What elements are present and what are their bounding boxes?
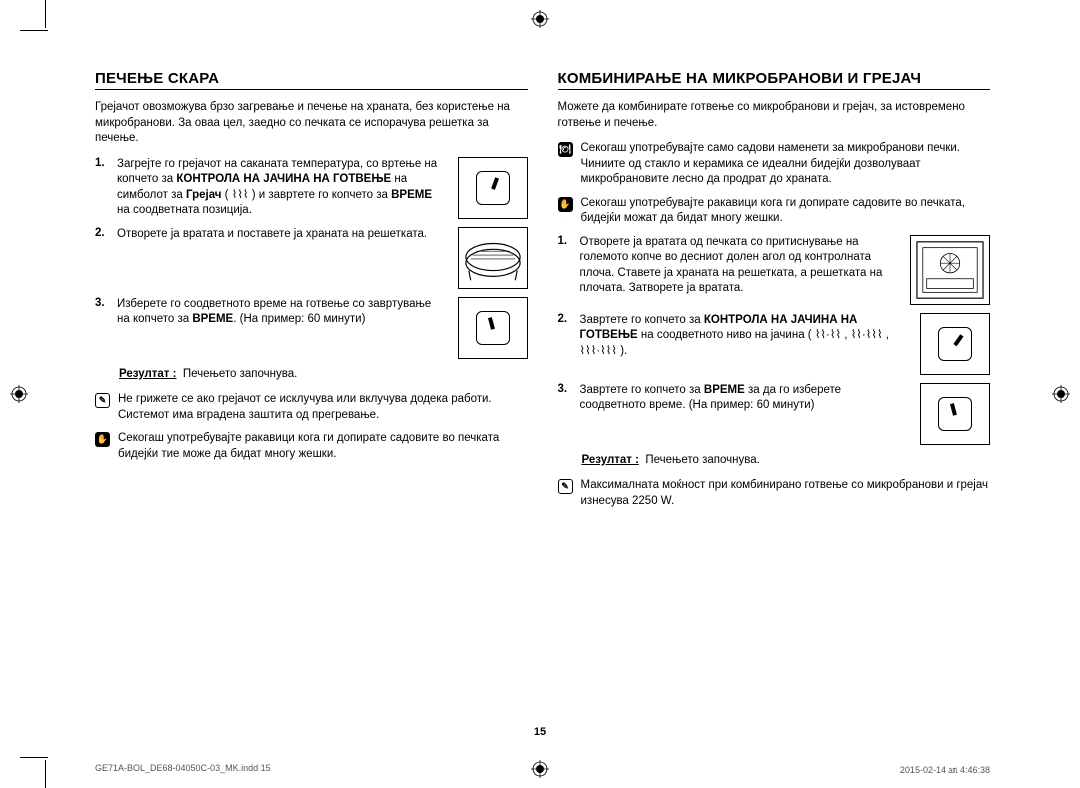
intro-text: Грејачот овозможува брзо загревање и печ… (95, 100, 528, 147)
footer-timestamp: 2015-02-14 ㏂ 4:46:38 (900, 763, 990, 776)
time-dial-illustration (458, 297, 528, 359)
warning-icon: 🍽 (558, 142, 573, 157)
result-line: Резултат : Печењето започнува. (119, 367, 528, 383)
power-dial-illustration (458, 157, 528, 219)
info-icon: ✎ (558, 479, 573, 494)
footer: GE71A-BOL_DE68-04050C-03_MK.indd 15 2015… (95, 763, 990, 776)
step-3-right-text: Завртете го копчето за ВРЕМЕ за да го из… (580, 383, 917, 414)
note-gloves: ✋ Секогаш употребувајте ракавици кога ги… (95, 431, 528, 462)
time-dial-illustration-right (920, 383, 990, 445)
warning-icon: ✋ (95, 432, 110, 447)
intro-text-right: Можете да комбинирате готвење со микробр… (558, 100, 991, 131)
step-1-text: Загрејте го грејачот на саканата темпера… (117, 157, 454, 219)
step-3-text: Изберете го соодветното време на готвење… (117, 297, 454, 328)
step-2: 2. Отворете ја вратата и поставете ја хр… (117, 227, 528, 289)
note-maxpower: ✎ Максималната моќност при комбинирано г… (558, 478, 991, 509)
step-1-right: 1. Отворете ја вратата од печката со при… (580, 235, 991, 305)
oven-illustration (910, 235, 990, 305)
note-overheat: ✎ Не грижете се ако грејачот се исклучув… (95, 392, 528, 423)
step-2-right: 2. Завртете го копчето за КОНТРОЛА НА ЈА… (580, 313, 991, 375)
rack-illustration (458, 227, 528, 289)
note-gloves-right: ✋ Секогаш употребувајте ракавици кога ги… (558, 196, 991, 227)
warning-icon: ✋ (558, 197, 573, 212)
step-2-text: Отворете ја вратата и поставете ја храна… (117, 227, 454, 243)
power-dial-illustration-right (920, 313, 990, 375)
result-line-right: Резултат : Печењето започнува. (582, 453, 991, 469)
left-column: ПЕЧЕЊЕ СКАРА Грејачот овозможува брзо за… (95, 70, 528, 517)
page-number: 15 (534, 726, 546, 738)
right-column: КОМБИНИРАЊЕ НА МИКРОБРАНОВИ И ГРЕЈАЧ Мож… (558, 70, 991, 517)
step-2-right-text: Завртете го копчето за КОНТРОЛА НА ЈАЧИН… (580, 313, 917, 360)
step-3-right: 3. Завртете го копчето за ВРЕМЕ за да го… (580, 383, 991, 445)
heading-combi: КОМБИНИРАЊЕ НА МИКРОБРАНОВИ И ГРЕЈАЧ (558, 70, 991, 90)
step-1: 1. Загрејте го грејачот на саканата темп… (117, 157, 528, 219)
step-1-right-text: Отворете ја вратата од печката со притис… (580, 235, 907, 297)
note-cookware: 🍽 Секогаш употребувајте само садови наме… (558, 141, 991, 188)
info-icon: ✎ (95, 393, 110, 408)
step-3: 3. Изберете го соодветното време на готв… (117, 297, 528, 359)
heading-grill: ПЕЧЕЊЕ СКАРА (95, 70, 528, 90)
manual-page: ПЕЧЕЊЕ СКАРА Грејачот овозможува брзо за… (0, 0, 1080, 788)
footer-filename: GE71A-BOL_DE68-04050C-03_MK.indd 15 (95, 763, 271, 776)
